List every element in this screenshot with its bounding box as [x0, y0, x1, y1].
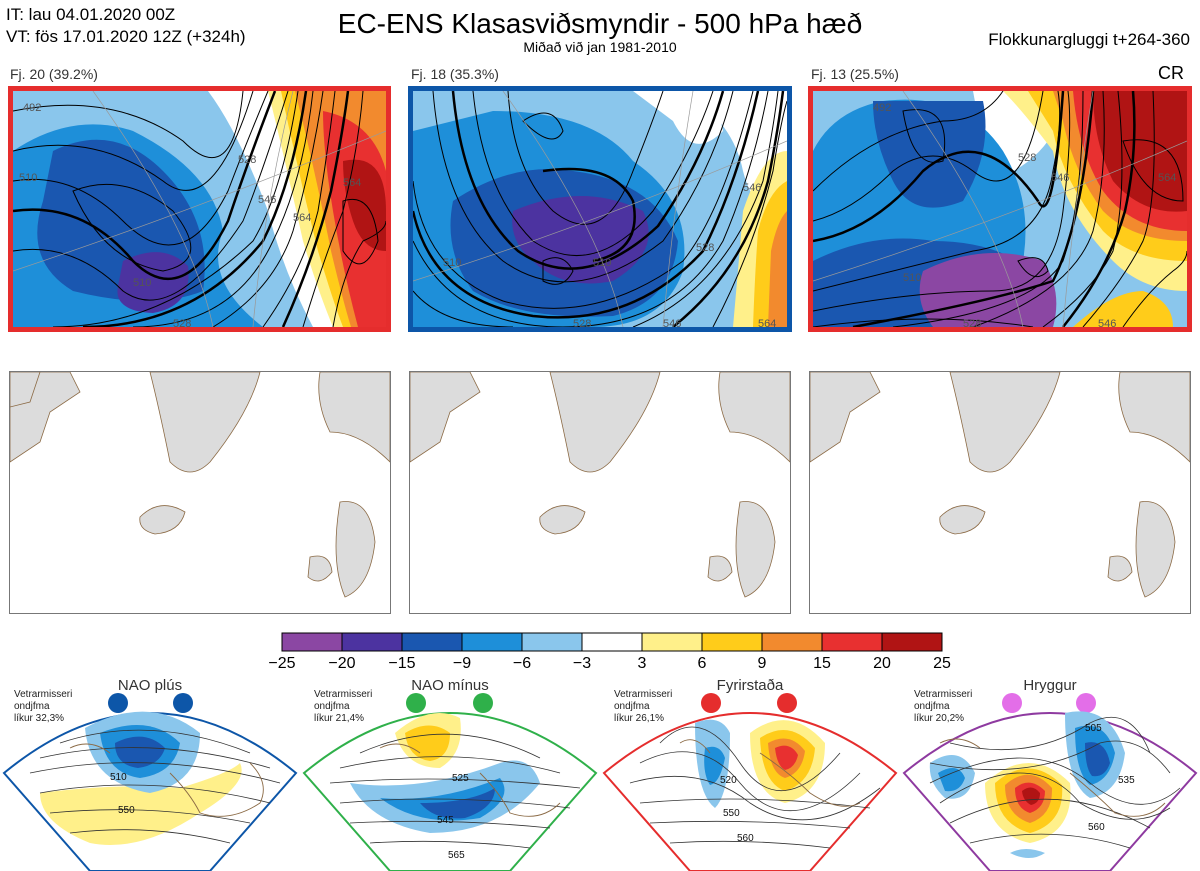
cluster-2-label: Fj. 18 (35.3%): [411, 66, 499, 82]
contour-label: 546: [663, 318, 681, 327]
regime-marker-icon: [108, 693, 128, 713]
regime-title: Fyrirstaða: [716, 677, 784, 694]
contour-label: 510: [903, 272, 921, 284]
contour-label: 546: [1051, 172, 1069, 184]
regime-info: Vetrarmisseri ondjfma líkur 26,1%: [614, 689, 673, 724]
window-label: Flokkunargluggi t+264-360: [988, 30, 1190, 49]
contour-label: 510: [19, 172, 37, 184]
regime-nao-minus[interactable]: NAO mínus Vetrarmisseri ondjfma líkur 21,4…: [300, 673, 600, 871]
contour-label: 546: [1098, 318, 1116, 327]
colorbar-tick-label: 3: [637, 655, 647, 672]
colorbar-swatch: [701, 632, 763, 652]
contour-label: 492: [23, 102, 41, 114]
contour-label: 564: [343, 177, 361, 189]
cluster-map-3[interactable]: 492 510 528 528 546 546 564: [808, 86, 1192, 332]
regime-title: Hryggur: [1023, 677, 1077, 694]
contour-label: 560: [737, 833, 754, 844]
colorbar-tick-label: −9: [452, 655, 472, 672]
contour-label: 528: [963, 318, 981, 327]
colorbar-tick-label: −15: [388, 655, 416, 672]
contour-label: 565: [448, 850, 465, 861]
regime-marker-icon: [173, 693, 193, 713]
contour-label: 520: [720, 775, 737, 786]
contour-label: 564: [758, 318, 776, 327]
regime-info: Vetrarmisseri ondjfma líkur 21,4%: [314, 689, 373, 724]
regime-title: NAO plús: [117, 677, 183, 694]
colorbar-swatch: [821, 632, 883, 652]
header-info: IT: lau 04.01.2020 00Z VT: fös 17.01.202…: [6, 4, 246, 48]
colorbar-swatch: [521, 632, 583, 652]
contour-label: 545: [437, 815, 454, 826]
regime-marker-icon: [701, 693, 721, 713]
colorbar-swatch: [461, 632, 523, 652]
contour-label: 535: [1118, 775, 1135, 786]
contour-label: 550: [118, 805, 135, 816]
contour-label: 528: [1018, 152, 1036, 164]
regime-info: Vetrarmisseri ondjfma líkur 20,2%: [914, 689, 973, 724]
colorbar-swatch: [281, 632, 343, 652]
contour-label: 510: [110, 772, 127, 783]
contour-label: 510: [133, 277, 151, 289]
contour-label: 505: [1085, 723, 1102, 734]
regime-title: NAO mínus: [411, 677, 489, 694]
contour-label: 550: [723, 808, 740, 819]
cluster-3-tag: CR: [1158, 63, 1184, 83]
contour-label: 510: [593, 257, 611, 269]
contour-label: 528: [696, 242, 714, 254]
contour-label: 564: [1158, 172, 1176, 184]
colorbar-tick-label: 9: [757, 655, 767, 672]
contour-label: 528: [573, 318, 591, 327]
page-subtitle: Miðað við jan 1981-2010: [523, 39, 677, 55]
contour-label: 528: [238, 154, 256, 166]
colorbar-swatch: [401, 632, 463, 652]
colorbar-swatch: [341, 632, 403, 652]
cluster-3-label: Fj. 13 (25.5%): [811, 66, 899, 82]
contour-label: 528: [173, 318, 191, 327]
colorbar-swatch: [881, 632, 943, 652]
cluster-map-2[interactable]: 510 510 528 546 546 564 528: [408, 86, 792, 332]
contour-label: 564: [293, 212, 311, 224]
contour-label: 492: [873, 102, 891, 114]
contour-label: 546: [743, 182, 761, 194]
colorbar-tick-label: −20: [328, 655, 356, 672]
valid-time: VT: fös 17.01.2020 12Z (+324h): [6, 27, 246, 46]
colorbar-tick-label: −6: [512, 655, 532, 672]
colorbar-swatch: [641, 632, 703, 652]
contour-label: 546: [258, 194, 276, 206]
blank-map-1: [9, 371, 391, 614]
blank-map-3: [809, 371, 1191, 614]
colorbar-tick-label: 6: [697, 655, 707, 672]
contour-label: 525: [452, 773, 469, 784]
cluster-map-1[interactable]: 492 510 510 528 546 564 564 528: [8, 86, 391, 332]
colorbar-tick-label: 20: [873, 655, 891, 672]
colorbar-tick-label: 25: [933, 655, 951, 672]
regime-marker-icon: [1002, 693, 1022, 713]
colorbar: [281, 632, 943, 652]
regime-marker-icon: [777, 693, 797, 713]
regime-ridge[interactable]: Hryggur Vetrarmisseri ondjfma líkur 20,2% …: [900, 673, 1200, 871]
colorbar-swatch: [761, 632, 823, 652]
regime-blocking[interactable]: Fyrirstaða Vetrarmisseri ondjfma líkur 26,…: [600, 673, 900, 871]
cluster-1-label: Fj. 20 (39.2%): [10, 66, 98, 82]
contour-label: 560: [1088, 822, 1105, 833]
regime-info: Vetrarmisseri ondjfma líkur 32,3%: [14, 689, 73, 724]
regime-marker-icon: [473, 693, 493, 713]
colorbar-swatch: [581, 632, 643, 652]
contour-label: 510: [443, 257, 461, 269]
colorbar-tick-label: 15: [813, 655, 831, 672]
colorbar-tick-label: −3: [572, 655, 592, 672]
colorbar-tick-label: −25: [268, 655, 296, 672]
initial-time: IT: lau 04.01.2020 00Z: [6, 5, 176, 24]
regime-nao-plus[interactable]: NAO plús Vetrarmisseri ondjfma líkur 32,3%…: [0, 673, 300, 871]
regime-marker-icon: [1076, 693, 1096, 713]
regime-marker-icon: [406, 693, 426, 713]
blank-map-2: [409, 371, 791, 614]
page-title: EC-ENS Klasasviðsmyndir - 500 hPa hæð: [337, 8, 863, 39]
